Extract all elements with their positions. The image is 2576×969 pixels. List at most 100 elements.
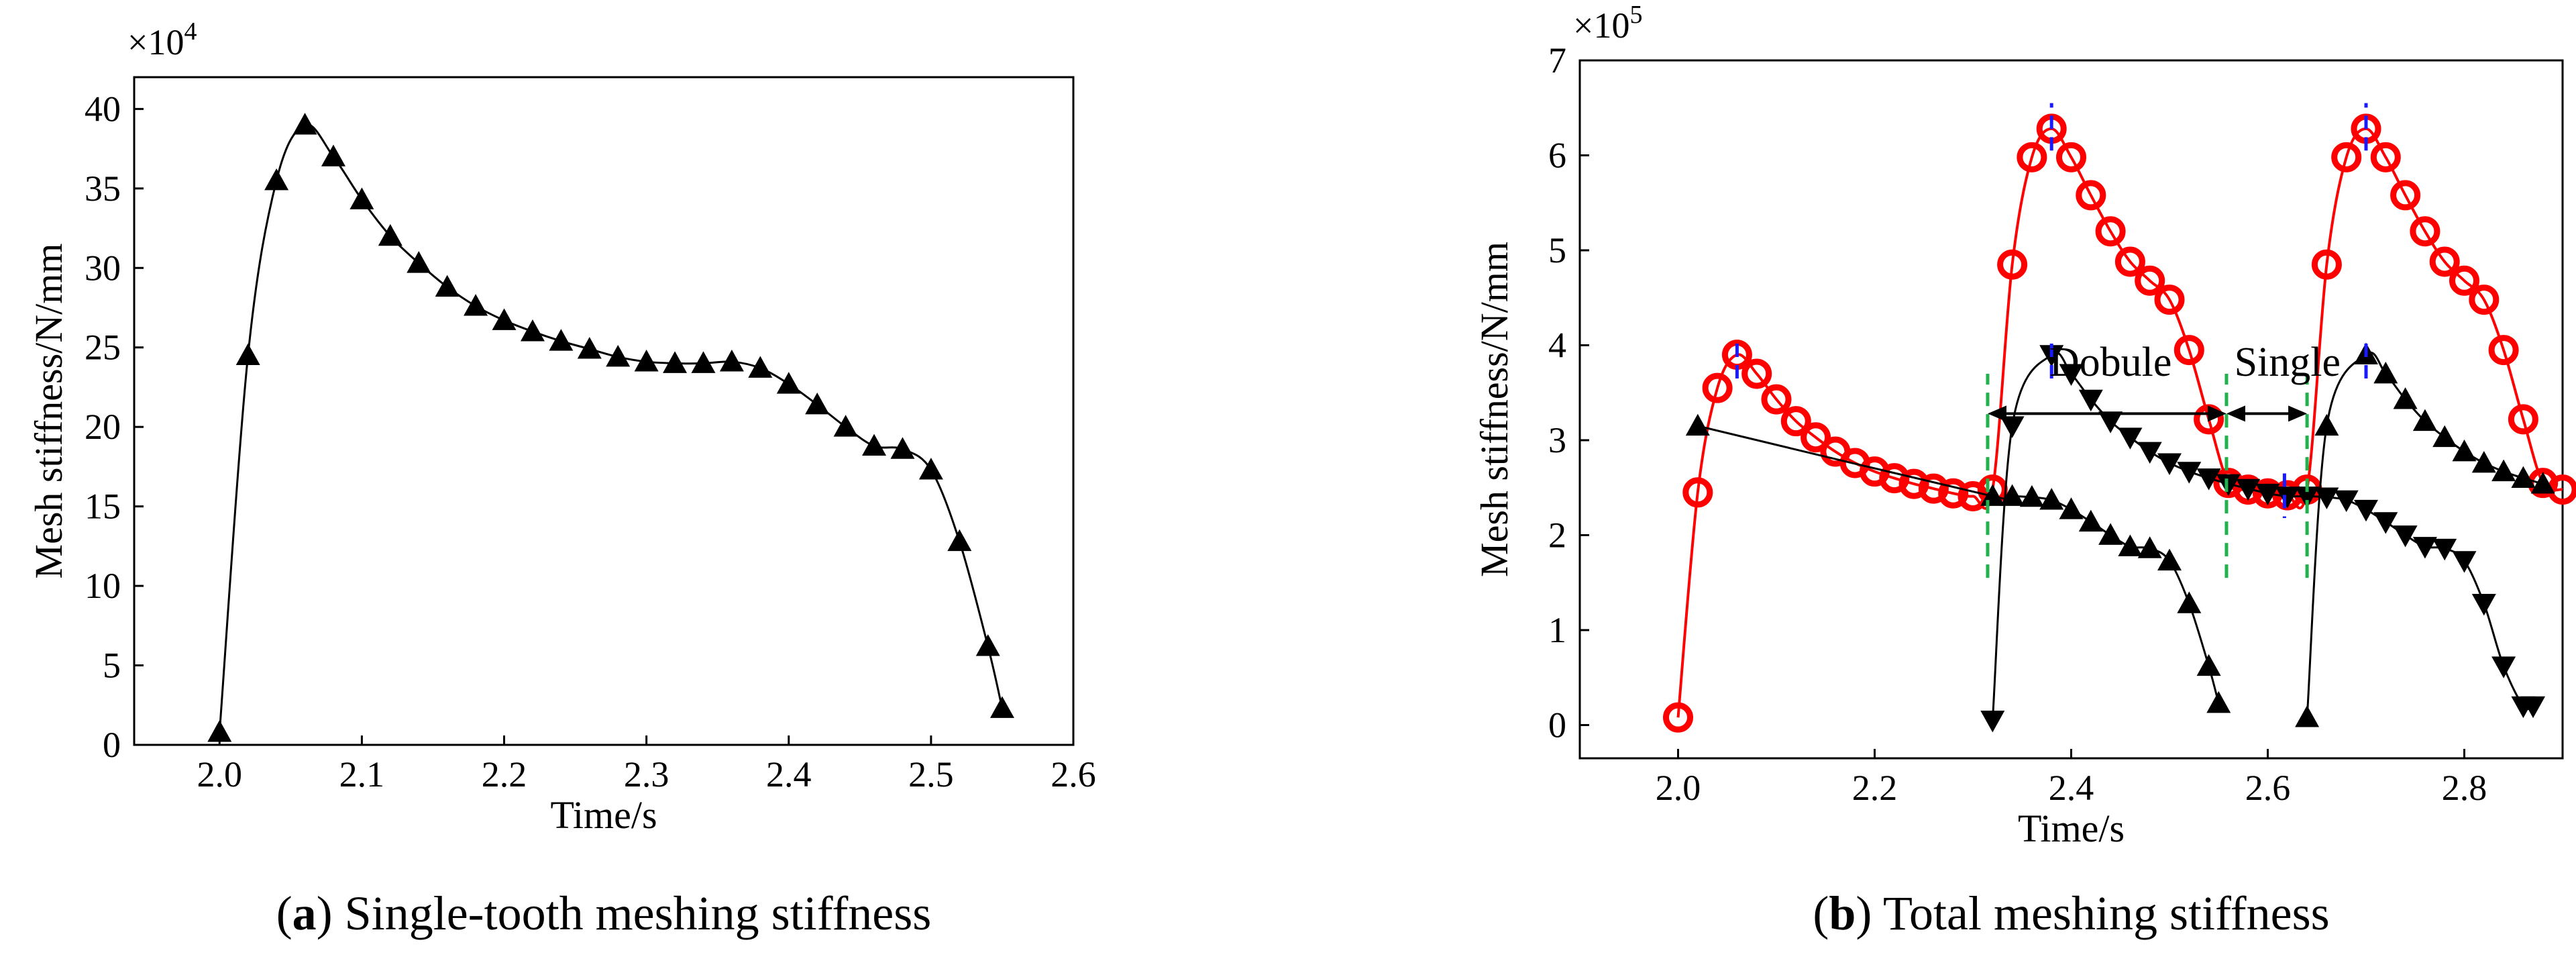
- marker-triangle-down-25: [2491, 656, 2516, 678]
- marker-triangle-up-10: [492, 308, 517, 330]
- marker-triangle-down-3: [2059, 364, 2084, 386]
- marker-triangle-down-22: [2432, 538, 2457, 561]
- marker-triangle-up-5: [2412, 409, 2437, 431]
- x-axis-label: Time/s: [550, 793, 657, 837]
- marker-circle-4: [1741, 358, 1772, 389]
- marker-circle-24: [2135, 265, 2165, 296]
- marker-circle-43: [2508, 404, 2538, 435]
- marker-triangle-up-13: [2206, 691, 2231, 713]
- marker-circle-6: [1780, 406, 1811, 437]
- marker-circle-36: [2370, 142, 2401, 172]
- marker-triangle-up-5: [2059, 497, 2084, 519]
- marker-circle-18: [2017, 142, 2047, 172]
- y-tick-label: 25: [85, 327, 121, 368]
- caption: (b) Total meshing stiffness: [1813, 886, 2329, 940]
- marker-triangle-up-19: [748, 356, 773, 378]
- y-tick-label: 5: [1548, 230, 1566, 270]
- marker-triangle-up-11: [2177, 591, 2202, 613]
- single-region-label: Single: [2235, 340, 2341, 385]
- axis-multiplier-exponent: 4: [184, 17, 197, 46]
- marker-circle-5: [1761, 384, 1792, 415]
- y-tick-label: 7: [1548, 40, 1566, 81]
- marker-triangle-up-4: [2039, 488, 2064, 510]
- marker-triangle-up-6: [378, 223, 402, 246]
- marker-triangle-up-27: [975, 634, 1000, 656]
- caption-letter: a: [292, 886, 317, 940]
- marker-triangle-up-0: [2295, 705, 2320, 727]
- marker-triangle-up-28: [989, 696, 1014, 718]
- marker-circle-0: [1663, 702, 1693, 733]
- marker-triangle-up-1: [235, 343, 260, 365]
- marker-triangle-up-17: [691, 351, 716, 373]
- marker-circle-23: [2114, 246, 2145, 277]
- marker-triangle-up-8: [2118, 534, 2143, 556]
- annotation-layer: Dobule Single: [1735, 103, 2368, 578]
- marker-circle-21: [2076, 180, 2106, 211]
- x-tick-label: 2.0: [1656, 768, 1701, 808]
- y-tick-label: 10: [85, 566, 121, 606]
- marker-circle-41: [2469, 285, 2500, 315]
- x-tick-label: 2.2: [482, 754, 527, 795]
- y-tick-label: 40: [85, 89, 121, 129]
- marker-triangle-up-14: [606, 344, 631, 367]
- y-tick-label: 6: [1548, 135, 1566, 175]
- marker-triangle-down-4: [2078, 389, 2103, 412]
- marker-circle-38: [2410, 216, 2440, 247]
- x-tick-label: 2.5: [908, 754, 954, 795]
- plot-frame: [133, 76, 1075, 746]
- marker-triangle-down-24: [2471, 593, 2496, 616]
- axis-multiplier-exponent: 5: [1629, 1, 1642, 29]
- panel-a: 2.0 2.1 2.2 2.3 2.4 2.5 2.6 0 5 10 15 20 25 30 35 40 Tim…: [27, 17, 1096, 940]
- marker-triangle-up-3: [292, 113, 317, 135]
- marker-triangle-down-13: [2255, 483, 2280, 506]
- marker-triangle-up-8: [435, 274, 460, 297]
- marker-triangle-up-10: [2511, 466, 2536, 488]
- marker-triangle-up-8: [2471, 450, 2496, 473]
- marker-triangle-up-0: [207, 720, 232, 742]
- caption-text: ) Total meshing stiffness: [1856, 886, 2329, 940]
- marker-circle-22: [2095, 216, 2126, 247]
- marker-triangle-down-19: [2373, 512, 2398, 534]
- marker-circle-1: [1682, 477, 1713, 508]
- y-tick-label: 35: [85, 168, 121, 209]
- x-tick-label: 2.4: [2049, 768, 2094, 808]
- marker-triangle-up-5: [350, 187, 374, 209]
- y-tick-label: 30: [85, 248, 121, 288]
- marker-triangle-down-18: [2354, 499, 2378, 522]
- marker-triangle-down-11: [2216, 474, 2241, 497]
- series-line: [1697, 425, 2220, 704]
- y-tick-label: 20: [85, 407, 121, 447]
- y-tick-label: 5: [103, 646, 121, 686]
- marker-triangle-down-10: [2196, 468, 2221, 491]
- series-0: [1663, 113, 2576, 733]
- double-contact-arrow-head-right: [2207, 405, 2226, 422]
- marker-triangle-down-20: [2393, 525, 2418, 548]
- marker-triangle-up-11: [2530, 472, 2555, 494]
- marker-triangle-up-22: [833, 415, 858, 437]
- marker-triangle-up-26: [947, 529, 972, 552]
- marker-triangle-up-16: [663, 351, 688, 373]
- marker-circle-34: [2331, 142, 2362, 172]
- y-tick-label: 4: [1548, 325, 1566, 365]
- marker-triangle-down-6: [2118, 427, 2143, 450]
- marker-triangle-up-18: [719, 350, 744, 372]
- marker-triangle-up-20: [776, 372, 801, 394]
- marker-triangle-up-1: [2314, 413, 2339, 436]
- marker-triangle-up-9: [2491, 459, 2516, 482]
- x-tick-label: 2.6: [2245, 768, 2291, 808]
- marker-triangle-down-21: [2412, 537, 2437, 559]
- caption-letter: b: [1829, 886, 1856, 940]
- y-axis-label: Mesh stiffness/N/mm: [1472, 242, 1516, 577]
- marker-triangle-up-23: [862, 434, 887, 456]
- axis-multiplier: ×105: [1573, 1, 1642, 46]
- caption: (a) Single-tooth meshing stiffness: [276, 886, 932, 940]
- marker-triangle-down-5: [2098, 411, 2123, 434]
- marker-triangle-down-0: [1980, 711, 2005, 733]
- marker-triangle-up-10: [2157, 548, 2182, 571]
- marker-triangle-up-2: [264, 168, 289, 191]
- marker-circle-42: [2488, 335, 2519, 366]
- caption-open: (: [276, 886, 292, 940]
- marker-triangle-up-3: [2019, 484, 2044, 507]
- x-tick-label: 2.6: [1051, 754, 1096, 795]
